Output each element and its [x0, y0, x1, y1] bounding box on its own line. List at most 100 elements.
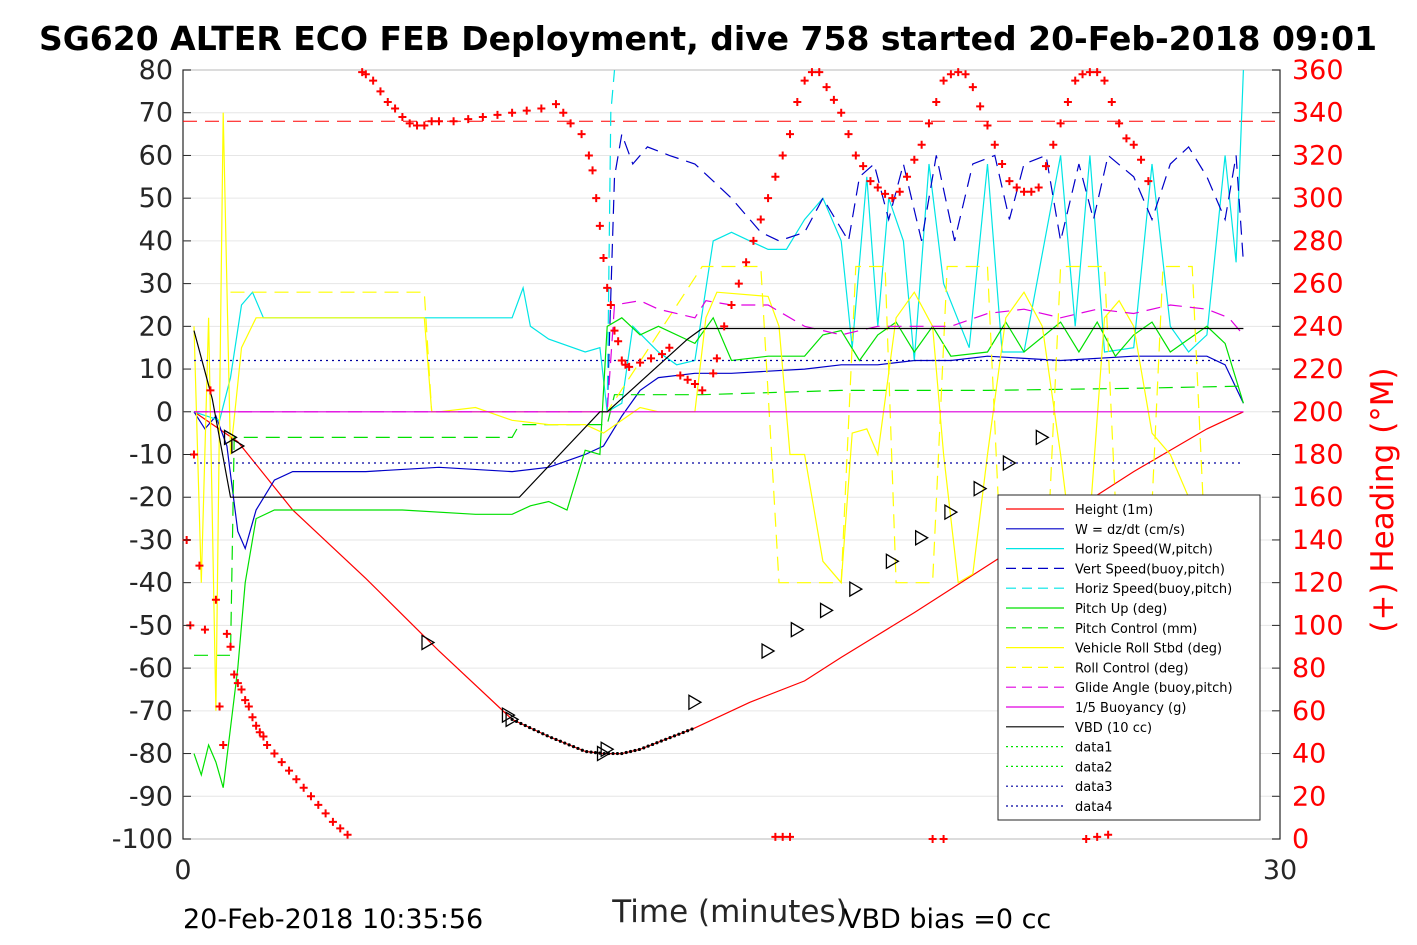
y-right-tick-label: 220	[1292, 354, 1344, 385]
heading-point	[866, 177, 875, 186]
heading-point	[1093, 68, 1102, 77]
heading-point	[778, 151, 787, 160]
height-dot	[558, 739, 562, 743]
legend-label: Horiz Speed(buoy,pitch)	[1075, 582, 1232, 597]
y-axis-right: 3603403203002802602402202001801601401201…	[1272, 55, 1344, 855]
heading-point	[727, 300, 736, 309]
y-tick-label: -100	[112, 824, 173, 855]
heading-point	[720, 322, 729, 331]
heading-point	[815, 68, 824, 77]
height-dot	[545, 734, 549, 738]
y-axis-right-label: (+) Heading (°M)	[1365, 367, 1401, 632]
height-dot	[624, 750, 628, 755]
heading-point	[237, 685, 246, 694]
y-tick-label: -80	[129, 739, 173, 770]
heading-point	[939, 835, 948, 843]
height-dot	[563, 741, 567, 745]
heading-point	[851, 151, 860, 160]
y-tick-label: -70	[129, 696, 173, 727]
heading-point	[376, 87, 385, 96]
heading-point	[559, 108, 568, 117]
legend-label: Glide Angle (buoy,pitch)	[1075, 681, 1233, 696]
y-tick-label: 10	[139, 354, 173, 385]
depth-marker	[849, 580, 864, 598]
height-dot	[532, 728, 536, 732]
heading-point	[903, 172, 912, 181]
height-dot	[646, 744, 650, 748]
heading-point	[1034, 183, 1043, 192]
heading-point	[606, 300, 615, 309]
heading-point	[219, 741, 228, 750]
height-dot	[677, 732, 681, 736]
legend-label: data3	[1075, 780, 1113, 795]
y-tick-label: -20	[129, 482, 173, 513]
heading-point	[888, 194, 897, 203]
height-dot	[628, 749, 633, 754]
footer-vbd-bias: VBD bias =0 cc	[843, 904, 1051, 935]
heading-point	[226, 642, 235, 651]
heading-point	[211, 595, 220, 604]
heading-point	[314, 800, 323, 809]
heading-point	[195, 561, 204, 570]
heading-point	[983, 121, 992, 130]
legend-label: Horiz Speed(W,pitch)	[1075, 543, 1213, 558]
heading-point	[1056, 119, 1065, 128]
heading-point	[932, 98, 941, 107]
heading-point	[592, 194, 601, 203]
height-dot	[650, 742, 655, 747]
depth-markers	[223, 429, 1050, 762]
heading-point	[1012, 183, 1021, 192]
heading-point	[255, 728, 264, 737]
heading-point	[277, 758, 286, 767]
height-dot	[567, 743, 571, 747]
y-tick-label: 20	[139, 311, 173, 342]
legend-label: data1	[1075, 741, 1113, 756]
y-right-tick-label: 20	[1292, 781, 1326, 812]
depth-marker	[421, 634, 436, 651]
height-dot	[681, 730, 685, 735]
heading-point	[427, 117, 436, 126]
heading-point	[252, 721, 261, 730]
height-dot	[519, 721, 523, 726]
heading-point	[859, 162, 868, 171]
heading-point	[881, 189, 890, 198]
heading-point	[1137, 155, 1146, 164]
heading-point	[910, 155, 919, 164]
legend-label: Roll Control (deg)	[1075, 661, 1189, 676]
heading-point	[976, 102, 985, 111]
legend-label: Pitch Up (deg)	[1075, 602, 1167, 617]
heading-point	[577, 130, 586, 139]
heading-point	[636, 358, 645, 367]
heading-point	[241, 696, 250, 705]
heading-point	[924, 119, 933, 128]
y-right-tick-label: 160	[1292, 482, 1344, 513]
depth-marker	[761, 642, 776, 660]
heading-point	[1071, 76, 1080, 85]
heading-point	[299, 783, 308, 792]
heading-point	[1005, 177, 1014, 186]
series-line	[193, 327, 1244, 498]
y-right-tick-label: 300	[1292, 183, 1344, 214]
heading-point	[683, 375, 692, 384]
heading-point	[508, 108, 517, 117]
y-tick-label: -90	[129, 781, 173, 812]
heading-point	[464, 115, 473, 124]
heading-point	[778, 832, 787, 841]
heading-point	[800, 76, 809, 85]
heading-point	[917, 140, 926, 149]
height-dot	[611, 751, 615, 756]
heading-point	[807, 68, 816, 77]
heading-point	[764, 194, 773, 203]
y-tick-label: 80	[139, 55, 173, 86]
y-tick-label: 30	[139, 269, 173, 300]
y-right-tick-label: 280	[1292, 226, 1344, 257]
heading-point	[522, 106, 531, 115]
heading-point	[676, 371, 685, 380]
heading-point	[1085, 68, 1094, 77]
height-dot	[655, 741, 659, 745]
series-line	[606, 69, 616, 412]
heading-point	[756, 215, 765, 224]
heading-point	[1093, 832, 1102, 841]
heading-point	[222, 629, 231, 638]
series-line	[193, 112, 1190, 711]
